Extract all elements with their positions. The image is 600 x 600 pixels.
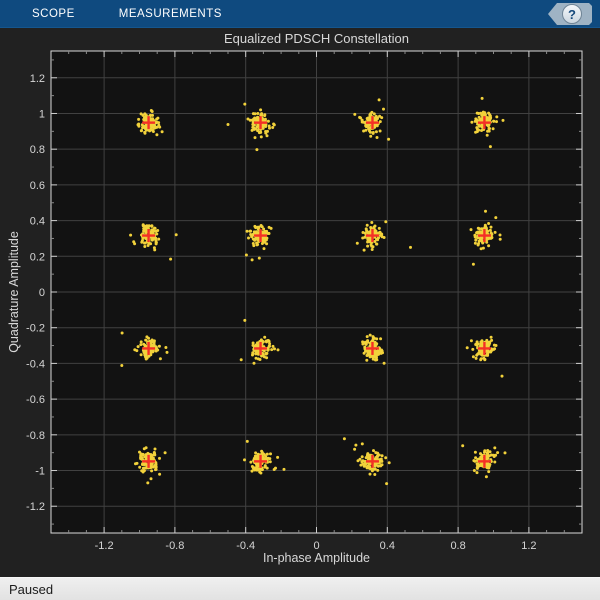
grid-layer <box>51 51 582 533</box>
tab-measurements[interactable]: MEASUREMENTS <box>118 7 222 20</box>
x-axis-label: In-phase Amplitude <box>262 551 370 565</box>
tab-scope[interactable]: SCOPE <box>32 7 75 20</box>
tick-layer <box>51 51 582 533</box>
svg-text:-1: -1 <box>35 466 45 478</box>
help-icon: ? <box>562 4 582 24</box>
toolstrip: SCOPE MEASUREMENTS ? <box>0 0 600 28</box>
reference-layer <box>142 116 491 468</box>
svg-text:-1.2: -1.2 <box>26 501 45 513</box>
help-button[interactable]: ? <box>548 3 592 25</box>
chart-title: Equalized PDSCH Constellation <box>224 31 409 46</box>
svg-text:-0.8: -0.8 <box>26 430 45 442</box>
svg-text:0.6: 0.6 <box>30 180 45 192</box>
svg-text:-0.4: -0.4 <box>236 540 255 552</box>
svg-text:-0.4: -0.4 <box>26 358 45 370</box>
figure-area: Equalized PDSCH Constellation -1.2 -0.8 -0… <box>0 28 600 577</box>
y-axis-label: Quadrature Amplitude <box>7 231 21 353</box>
svg-text:-0.8: -0.8 <box>165 540 184 552</box>
status-text: Paused <box>9 581 54 597</box>
svg-text:0.4: 0.4 <box>30 216 45 228</box>
svg-text:-1.2: -1.2 <box>95 540 114 552</box>
constellation-plot: -1.2 -0.8 -0.4 0 0.4 0.8 1.2 1.2 1 0.8 0.6 0.4 0.2 0 -… <box>26 50 583 552</box>
svg-text:-0.6: -0.6 <box>26 394 45 406</box>
svg-text:0.2: 0.2 <box>30 251 45 263</box>
svg-text:0: 0 <box>313 540 319 552</box>
tick-label-layer: -1.2 -0.8 -0.4 0 0.4 0.8 1.2 1.2 1 0.8 0.6 0.4 0.2 0 -… <box>26 73 537 552</box>
svg-text:1.2: 1.2 <box>521 540 536 552</box>
status-bar: Paused <box>0 577 600 600</box>
svg-text:1.2: 1.2 <box>30 73 45 85</box>
svg-text:0.4: 0.4 <box>380 540 395 552</box>
question-mark: ? <box>568 6 576 22</box>
svg-text:0: 0 <box>39 287 45 299</box>
svg-text:0.8: 0.8 <box>450 540 465 552</box>
svg-text:-0.2: -0.2 <box>26 323 45 335</box>
svg-text:0.8: 0.8 <box>30 144 45 156</box>
svg-text:1: 1 <box>39 108 45 120</box>
